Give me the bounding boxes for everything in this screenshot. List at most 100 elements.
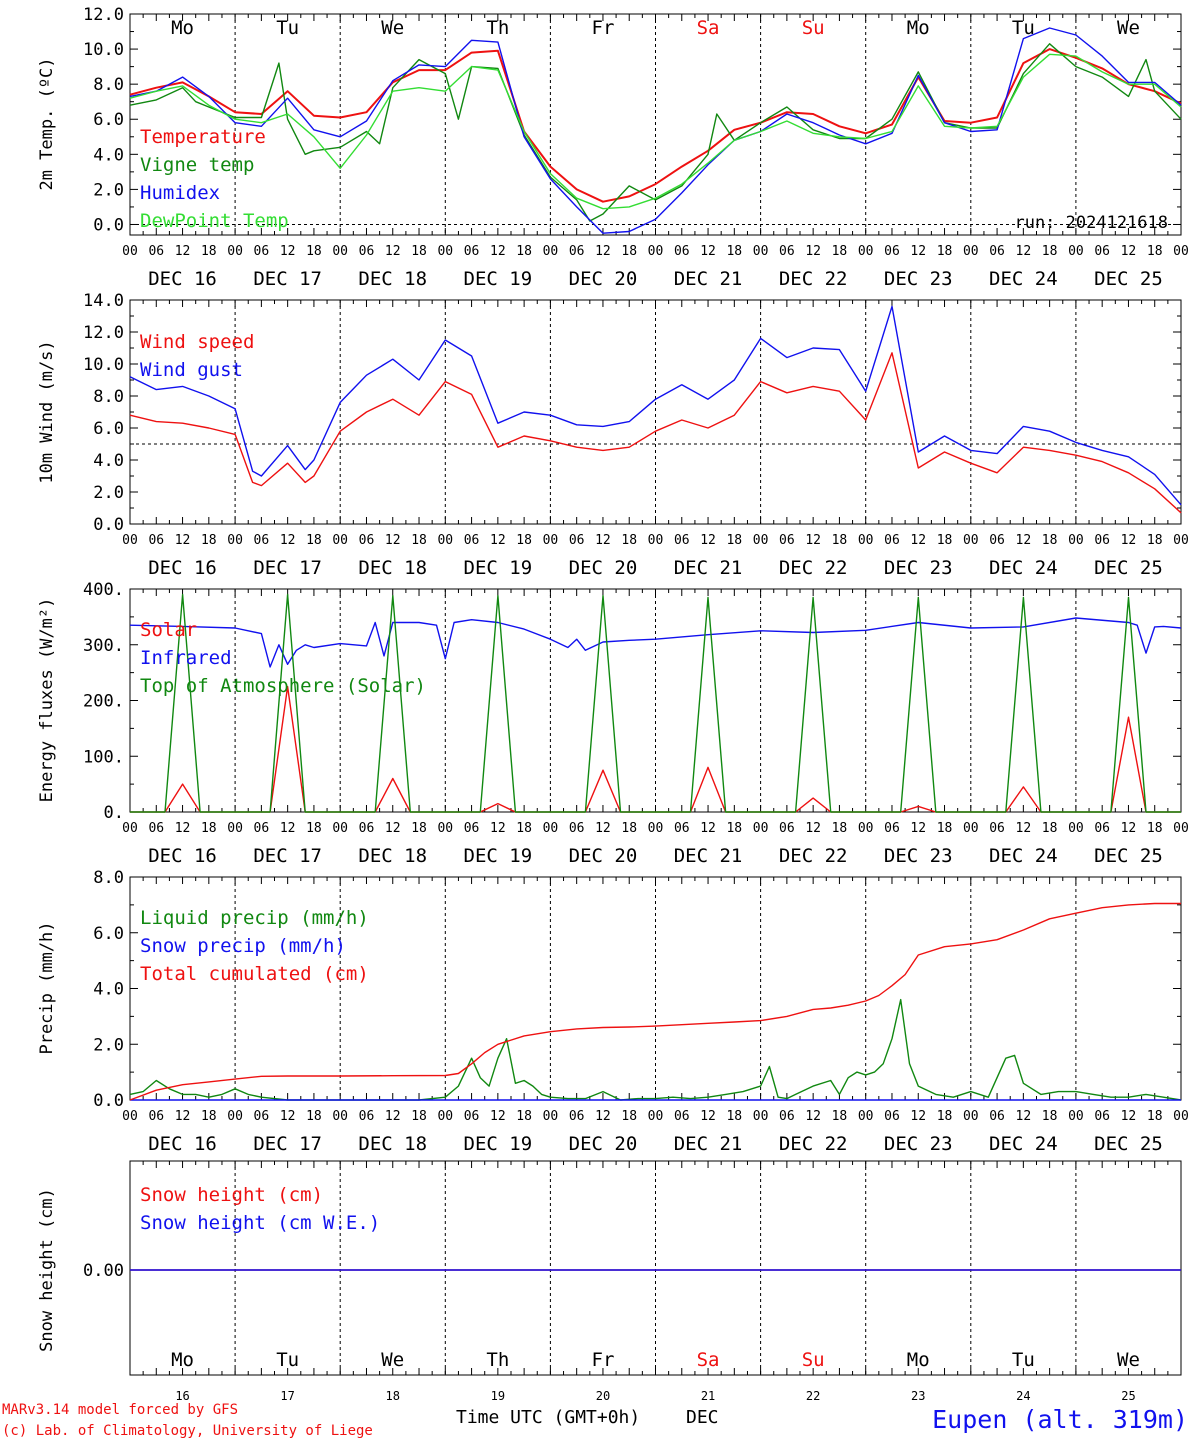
hour-tick-label: 00 bbox=[648, 533, 664, 548]
hour-tick-label: 06 bbox=[989, 821, 1005, 836]
hour-tick-label: 18 bbox=[832, 244, 848, 259]
hour-tick-label: 18 bbox=[516, 533, 532, 548]
series-line-liquid-precip-mm-h- bbox=[129, 998, 1182, 1101]
hour-tick-label: 18 bbox=[1042, 1109, 1058, 1124]
legend-entry: Total cumulated (cm) bbox=[140, 963, 369, 985]
date-label: DEC 23 bbox=[884, 557, 953, 579]
day-number-label: 21 bbox=[701, 1389, 715, 1403]
hour-tick-label: 18 bbox=[306, 533, 322, 548]
hour-tick-label: 18 bbox=[832, 1109, 848, 1124]
hour-tick-label: 06 bbox=[1094, 821, 1110, 836]
hour-tick-label: 06 bbox=[884, 1109, 900, 1124]
y-tick-label: 2.0 bbox=[93, 483, 124, 503]
y-tick-label: 200. bbox=[83, 692, 124, 712]
hour-tick-label: 06 bbox=[1094, 1109, 1110, 1124]
weekday-label: Mo bbox=[907, 1349, 930, 1371]
hour-tick-label: 00 bbox=[648, 244, 664, 259]
series-line-total-cumulated-cm- bbox=[129, 902, 1181, 1101]
hour-tick-label: 06 bbox=[464, 821, 480, 836]
hour-tick-label: 00 bbox=[543, 533, 559, 548]
hour-tick-label: 06 bbox=[148, 821, 164, 836]
hour-tick-label: 00 bbox=[1173, 533, 1189, 548]
hour-tick-label: 12 bbox=[595, 244, 611, 259]
series-line-dewpoint-temp bbox=[129, 53, 1182, 210]
hour-tick-label: 06 bbox=[569, 1109, 585, 1124]
hour-tick-label: 18 bbox=[937, 1109, 953, 1124]
hour-tick-label: 12 bbox=[1121, 533, 1137, 548]
date-label: DEC 17 bbox=[253, 557, 322, 579]
hour-tick-label: 00 bbox=[963, 821, 979, 836]
day-number-label: 20 bbox=[596, 1389, 610, 1403]
y-tick-label: 10.0 bbox=[83, 40, 124, 60]
date-label: DEC 16 bbox=[148, 1133, 217, 1155]
hour-tick-label: 00 bbox=[332, 1109, 348, 1124]
x-axis-label: Time UTC (GMT+0h) bbox=[456, 1407, 640, 1428]
date-label: DEC 22 bbox=[779, 1133, 848, 1155]
hour-tick-label: 18 bbox=[1147, 1109, 1163, 1124]
hour-tick-label: 06 bbox=[464, 1109, 480, 1124]
legend-entry: Humidex bbox=[140, 182, 220, 204]
date-label: DEC 23 bbox=[884, 268, 953, 290]
hour-tick-label: 12 bbox=[280, 533, 296, 548]
y-tick-label: 0.0 bbox=[93, 515, 124, 535]
hour-tick-label: 18 bbox=[621, 821, 637, 836]
date-label: DEC 19 bbox=[464, 557, 533, 579]
hour-tick-label: 00 bbox=[1068, 244, 1084, 259]
hour-tick-label: 06 bbox=[779, 821, 795, 836]
hour-tick-label: 18 bbox=[621, 533, 637, 548]
hour-tick-label: 00 bbox=[753, 533, 769, 548]
hour-tick-label: 12 bbox=[490, 1109, 506, 1124]
hour-tick-label: 18 bbox=[1147, 533, 1163, 548]
y-tick-label: 6.0 bbox=[93, 419, 124, 439]
hour-tick-label: 12 bbox=[700, 244, 716, 259]
y-tick-label: 4.0 bbox=[93, 451, 124, 471]
hour-tick-label: 00 bbox=[437, 1109, 453, 1124]
series-line-humidex bbox=[129, 27, 1182, 234]
weekday-label: We bbox=[1117, 17, 1140, 39]
lab-credit: (c) Lab. of Climatology, University of L… bbox=[2, 1423, 373, 1439]
hour-tick-label: 00 bbox=[648, 821, 664, 836]
date-label: DEC 17 bbox=[253, 845, 322, 867]
legend-entry: Solar bbox=[140, 619, 197, 641]
legend-entry: DewPoint Temp bbox=[140, 210, 289, 232]
hour-tick-label: 18 bbox=[201, 821, 217, 836]
y-tick-label: 0. bbox=[104, 803, 124, 823]
hour-tick-label: 18 bbox=[201, 533, 217, 548]
day-number-label: 22 bbox=[806, 1389, 820, 1403]
weekday-label: We bbox=[381, 1349, 404, 1371]
date-label: DEC 16 bbox=[148, 845, 217, 867]
date-label: DEC 18 bbox=[358, 845, 427, 867]
hour-tick-label: 18 bbox=[516, 821, 532, 836]
date-label: DEC 23 bbox=[884, 845, 953, 867]
hour-tick-label: 00 bbox=[332, 244, 348, 259]
hour-tick-label: 00 bbox=[858, 821, 874, 836]
hour-tick-label: 06 bbox=[254, 244, 270, 259]
day-number-label: 25 bbox=[1121, 1389, 1135, 1403]
weekday-label: Fr bbox=[592, 17, 615, 39]
hour-tick-label: 06 bbox=[779, 244, 795, 259]
date-label: DEC 21 bbox=[674, 845, 743, 867]
date-label: DEC 21 bbox=[674, 268, 743, 290]
date-label: DEC 24 bbox=[989, 845, 1058, 867]
legend-entry: Liquid precip (mm/h) bbox=[140, 907, 369, 929]
hour-tick-label: 12 bbox=[175, 533, 191, 548]
hour-tick-label: 12 bbox=[910, 533, 926, 548]
y-tick-label: 2.0 bbox=[93, 1035, 124, 1055]
hour-tick-label: 06 bbox=[1094, 533, 1110, 548]
hour-tick-label: 18 bbox=[621, 1109, 637, 1124]
date-label: DEC 19 bbox=[464, 1133, 533, 1155]
hour-tick-label: 18 bbox=[306, 1109, 322, 1124]
date-label: DEC 17 bbox=[253, 1133, 322, 1155]
weekday-label: Su bbox=[802, 1349, 825, 1371]
weekday-label: Fr bbox=[592, 1349, 615, 1371]
hour-tick-label: 06 bbox=[569, 533, 585, 548]
hour-tick-label: 12 bbox=[280, 1109, 296, 1124]
weekday-label: Th bbox=[486, 17, 509, 39]
hour-tick-label: 12 bbox=[385, 821, 401, 836]
hour-tick-label: 06 bbox=[254, 821, 270, 836]
hour-tick-label: 06 bbox=[254, 1109, 270, 1124]
hour-tick-label: 00 bbox=[122, 821, 138, 836]
weekday-label: Sa bbox=[697, 1349, 720, 1371]
hour-tick-label: 06 bbox=[569, 244, 585, 259]
